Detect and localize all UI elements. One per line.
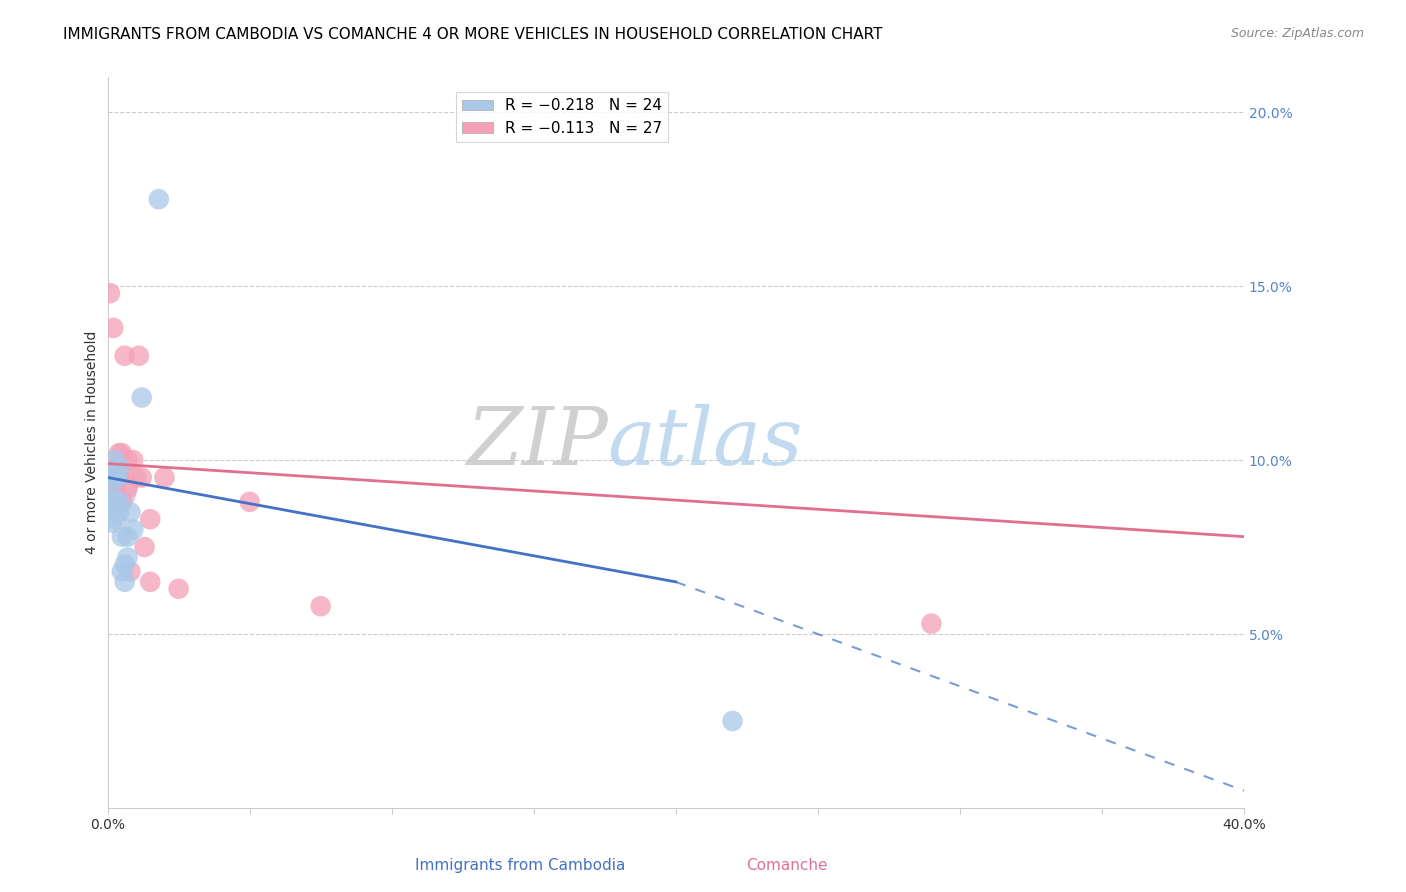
Point (100, 495, 122, 509)
Point (98, 481, 121, 495)
Point (98, 481, 121, 495)
Text: ZIP: ZIP (465, 404, 607, 482)
Point (105, 460, 128, 475)
Text: Immigrants from Cambodia: Immigrants from Cambodia (415, 858, 626, 872)
Point (122, 453, 145, 467)
Point (105, 470, 128, 484)
Point (117, 453, 139, 467)
Point (125, 470, 148, 484)
Point (134, 540, 156, 554)
Point (920, 616, 942, 631)
Point (114, 558, 136, 572)
Point (101, 516, 124, 530)
Point (139, 574, 162, 589)
Point (239, 495, 262, 509)
Point (167, 582, 190, 596)
Point (111, 565, 134, 579)
Point (122, 523, 145, 537)
Point (117, 530, 139, 544)
Point (309, 599, 332, 614)
Point (103, 495, 125, 509)
Point (153, 470, 176, 484)
Point (120, 565, 142, 579)
Point (103, 321, 125, 335)
Point (108, 495, 131, 509)
Point (105, 495, 128, 509)
Text: Source: ZipAtlas.com: Source: ZipAtlas.com (1230, 27, 1364, 40)
Point (721, 714, 744, 728)
Point (105, 512, 128, 526)
Point (100, 481, 122, 495)
Text: IMMIGRANTS FROM CAMBODIA VS COMANCHE 4 OR MORE VEHICLES IN HOUSEHOLD CORRELATION: IMMIGRANTS FROM CAMBODIA VS COMANCHE 4 O… (63, 27, 883, 42)
Point (103, 470, 125, 484)
Point (111, 495, 134, 509)
Point (97, 481, 120, 495)
Point (111, 446, 134, 460)
Text: atlas: atlas (607, 404, 803, 482)
Point (117, 550, 139, 565)
Point (114, 574, 136, 589)
Point (98, 286, 121, 301)
Point (107, 470, 129, 484)
Point (103, 470, 125, 484)
Point (139, 512, 162, 526)
Point (148, 192, 170, 206)
Point (128, 349, 150, 363)
Point (120, 505, 142, 519)
Legend: R = −0.218   N = 24, R = −0.113   N = 27: R = −0.218 N = 24, R = −0.113 N = 27 (456, 93, 668, 142)
Point (131, 470, 153, 484)
Point (108, 446, 131, 460)
Point (104, 453, 127, 467)
Point (97, 481, 120, 495)
Point (131, 391, 153, 405)
Point (111, 530, 134, 544)
Text: Comanche: Comanche (747, 858, 828, 872)
Point (108, 460, 131, 475)
Point (105, 481, 128, 495)
Point (108, 505, 131, 519)
Y-axis label: 4 or more Vehicles in Household: 4 or more Vehicles in Household (86, 331, 100, 555)
Point (114, 349, 136, 363)
Point (117, 481, 139, 495)
Point (108, 470, 131, 484)
